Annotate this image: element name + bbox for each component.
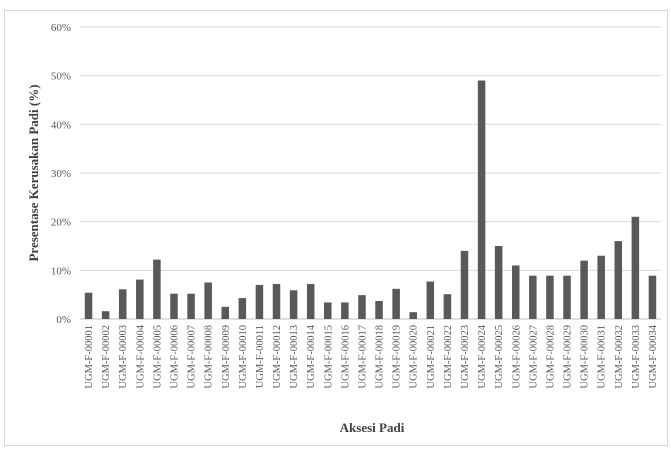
- bar-UGM-F-00009: [221, 306, 230, 319]
- y-axis-title: Presentase Kerusakan Padi (%): [26, 84, 41, 261]
- bars: [84, 80, 657, 320]
- x-tick-label: UGM-F-00018: [375, 325, 386, 389]
- bar-UGM-F-00007: [187, 293, 195, 319]
- y-axis-tick-labels: 0% 10% 20% 30% 40% 50% 60%: [51, 22, 71, 326]
- bar-UGM-F-00006: [170, 293, 178, 319]
- x-tick-label: UGM-F-00010: [238, 325, 249, 389]
- bar-UGM-F-00010: [238, 298, 247, 319]
- x-tick-label: UGM-F-00004: [135, 324, 146, 388]
- x-tick-label: UGM-F-00001: [84, 325, 95, 389]
- x-tick-label: UGM-F-00015: [323, 325, 334, 389]
- bar-UGM-F-00018: [375, 300, 383, 319]
- x-tick-label: UGM-F-00008: [204, 325, 215, 389]
- y-tick-label: 60%: [51, 22, 71, 34]
- y-tick-label: 10%: [51, 265, 71, 277]
- bar-UGM-F-00019: [392, 288, 400, 319]
- bar-UGM-F-00002: [101, 311, 110, 319]
- x-tick-label: UGM-F-00031: [597, 325, 608, 389]
- bar-UGM-F-00027: [529, 275, 537, 319]
- y-tick-label: 0%: [56, 314, 71, 326]
- x-tick-label: UGM-F-00007: [187, 325, 198, 389]
- bar-UGM-F-00014: [306, 283, 315, 319]
- x-tick-label: UGM-F-00019: [392, 325, 403, 389]
- x-tick-label: UGM-F-00003: [118, 325, 129, 389]
- bar-UGM-F-00031: [597, 255, 605, 319]
- bar-UGM-F-00025: [494, 246, 503, 319]
- bar-UGM-F-00023: [460, 250, 469, 319]
- bar-UGM-F-00004: [136, 279, 144, 319]
- bar-UGM-F-00015: [324, 302, 332, 319]
- x-tick-label: UGM-F-00030: [580, 325, 591, 389]
- x-tick-label: UGM-F-00009: [221, 325, 232, 389]
- bar-UGM-F-00033: [631, 216, 640, 319]
- gridlines: [80, 26, 661, 320]
- y-tick-label: 20%: [51, 217, 71, 229]
- bar-UGM-F-00021: [426, 281, 435, 319]
- x-tick-label: UGM-F-00016: [340, 325, 351, 389]
- bar-UGM-F-00030: [580, 260, 588, 319]
- bar-UGM-F-00012: [272, 283, 281, 319]
- bar-UGM-F-00029: [563, 275, 571, 319]
- y-tick-label: 50%: [51, 71, 71, 83]
- x-tick-label: UGM-F-00014: [306, 324, 317, 388]
- x-tick-label: UGM-F-00011: [255, 325, 266, 388]
- x-tick-label: UGM-F-00027: [528, 325, 539, 389]
- x-tick-label: UGM-F-00028: [545, 325, 556, 389]
- x-tick-label: UGM-F-00034: [648, 324, 659, 388]
- x-tick-label: UGM-F-00002: [101, 325, 112, 389]
- x-tick-label: UGM-F-00020: [409, 325, 420, 389]
- bar-UGM-F-00011: [255, 284, 264, 319]
- bar-UGM-F-00016: [341, 302, 349, 319]
- x-tick-label: UGM-F-00017: [357, 325, 368, 389]
- bar-UGM-F-00013: [289, 290, 298, 319]
- x-tick-label: UGM-F-00023: [460, 325, 471, 389]
- x-tick-label: UGM-F-00022: [443, 325, 454, 389]
- bar-UGM-F-00003: [118, 289, 127, 319]
- bar-UGM-F-00005: [153, 259, 161, 319]
- x-tick-label: UGM-F-00024: [477, 324, 488, 388]
- bar-UGM-F-00024: [477, 80, 486, 320]
- x-tick-label: UGM-F-00033: [631, 325, 642, 389]
- x-tick-label: UGM-F-00005: [152, 325, 163, 389]
- x-tick-label: UGM-F-00026: [511, 325, 522, 389]
- x-axis-title: Aksesi Padi: [340, 420, 405, 435]
- bar-UGM-F-00022: [443, 294, 452, 319]
- x-tick-label: UGM-F-00029: [563, 325, 574, 389]
- x-axis-tick-labels: UGM-F-00001 UGM-F-00002 UGM-F-00003 UGM-F-0…: [84, 324, 659, 388]
- y-tick-label: 30%: [51, 168, 71, 180]
- x-tick-label: UGM-F-00021: [426, 325, 437, 389]
- x-tick-label: UGM-F-00012: [272, 325, 283, 389]
- bar-UGM-F-00017: [358, 295, 366, 319]
- bar-UGM-F-00034: [648, 275, 657, 319]
- bar-UGM-F-00028: [546, 275, 554, 319]
- x-tick-label: UGM-F-00006: [169, 325, 180, 389]
- bar-UGM-F-00008: [204, 282, 212, 319]
- chart-frame: [4, 10, 668, 446]
- bar-UGM-F-00001: [84, 292, 93, 319]
- bar-UGM-F-00020: [409, 312, 417, 319]
- x-tick-label: UGM-F-00013: [289, 325, 300, 389]
- bar-UGM-F-00032: [614, 241, 623, 319]
- bar-UGM-F-00026: [511, 265, 520, 319]
- y-tick-label: 40%: [51, 119, 71, 131]
- x-tick-label: UGM-F-00025: [494, 325, 505, 389]
- x-tick-label: UGM-F-00032: [614, 325, 625, 389]
